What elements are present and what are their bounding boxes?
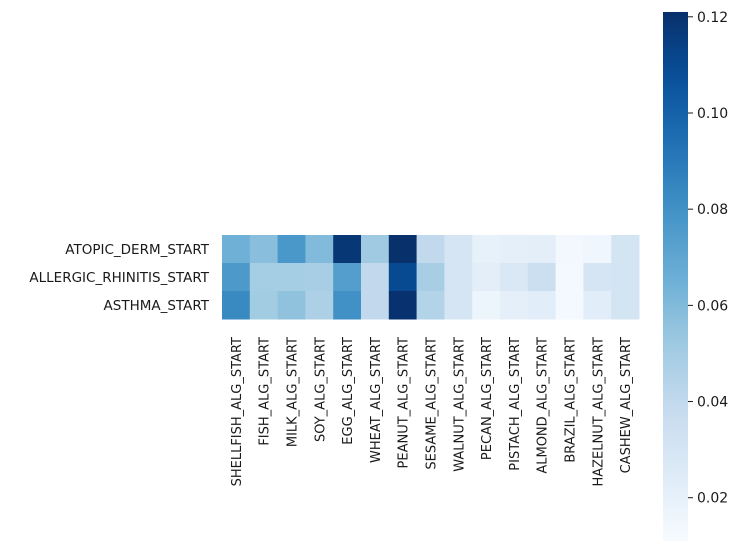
x-tick-label: PEANUT_ALG_START [397, 337, 412, 469]
y-tick-label: ALLERGIC_RHINITIS_START [29, 270, 209, 286]
heatmap-cell [416, 291, 445, 320]
heatmap-cell [249, 235, 279, 264]
heatmap-cell [277, 291, 306, 320]
heatmap-cell [222, 291, 251, 320]
y-tick-label: ATOPIC_DERM_START [65, 242, 209, 258]
heatmap-cell [500, 235, 529, 264]
heatmap-cell [555, 263, 584, 292]
x-axis-labels: SHELLFISH_ALG_START FISH_ALG_START MILK_AL… [230, 337, 634, 487]
x-tick-label: SESAME_ALG_START [425, 337, 440, 470]
heatmap-cell [444, 263, 473, 292]
heatmap-cell [333, 235, 362, 264]
x-tick-label: CASHEW_ALG_START [619, 337, 634, 473]
colorbar-tick-label: 0.12 [697, 10, 728, 26]
colorbar-tick-label: 0.08 [697, 202, 728, 218]
x-tick-label: SOY_ALG_START [313, 337, 328, 442]
heatmap-cell [277, 235, 306, 264]
colorbar-tick-label: 0.06 [697, 298, 728, 314]
heatmap-cell [527, 291, 557, 320]
heatmap-cell [361, 291, 390, 320]
heatmap-cell [472, 263, 501, 292]
x-tick-label: BRAZIL_ALG_START [564, 337, 579, 463]
heatmap-cell [611, 235, 640, 264]
heatmap-cell [444, 291, 473, 320]
heatmap-cell [305, 291, 334, 320]
heatmap-cell [388, 263, 418, 292]
x-tick-label: PISTACH_ALG_START [508, 337, 523, 471]
x-tick-label: PECAN_ALG_START [480, 337, 495, 460]
heatmap-cell [611, 263, 640, 292]
heatmap-cell [416, 235, 445, 264]
heatmap-cell [388, 235, 418, 264]
heatmap-cell [472, 291, 501, 320]
colorbar-tick-label: 0.02 [697, 491, 728, 507]
heatmap-cell [305, 235, 334, 264]
x-tick-label: ALMOND_ALG_START [536, 337, 551, 474]
heatmap-cell [611, 291, 640, 320]
heatmap-cell [527, 263, 557, 292]
heatmap-cell [249, 291, 279, 320]
x-tick-label: EGG_ALG_START [341, 337, 356, 445]
heatmap-cells [222, 235, 640, 320]
colorbar-tick-label: 0.10 [697, 106, 728, 122]
colorbar-tick-label: 0.04 [697, 395, 728, 411]
x-tick-label: WHEAT_ALG_START [369, 337, 384, 463]
heatmap-cell [583, 263, 612, 292]
y-axis-labels: ATOPIC_DERM_START ALLERGIC_RHINITIS_START… [29, 242, 209, 314]
heatmap-cell [444, 235, 473, 264]
heatmap-cell [500, 263, 529, 292]
y-tick-label: ASTHMA_START [104, 298, 210, 314]
heatmap-cell [500, 291, 529, 320]
heatmap-cell [305, 263, 334, 292]
heatmap-cell [222, 263, 251, 292]
heatmap-cell [361, 263, 390, 292]
heatmap-cell [416, 263, 445, 292]
x-tick-label: SHELLFISH_ALG_START [230, 337, 245, 486]
heatmap-cell [583, 235, 612, 264]
x-tick-label: WALNUT_ALG_START [452, 337, 467, 472]
colorbar-ticks: 0.02 0.04 0.06 0.08 0.10 0.12 [688, 10, 728, 507]
heatmap-cell [555, 235, 584, 264]
heatmap-cell [361, 235, 390, 264]
x-tick-label: HAZELNUT_ALG_START [591, 337, 606, 487]
heatmap-cell [472, 235, 501, 264]
heatmap-cell [222, 235, 251, 264]
heatmap-cell [583, 291, 612, 320]
heatmap-cell [527, 235, 557, 264]
heatmap-cell [388, 291, 418, 320]
heatmap-cell [333, 263, 362, 292]
colorbar [663, 12, 688, 541]
x-tick-label: MILK_ALG_START [286, 337, 301, 447]
x-tick-label: FISH_ALG_START [258, 337, 273, 446]
heatmap-cell [555, 291, 584, 320]
heatmap-cell [249, 263, 279, 292]
heatmap-cell [277, 263, 306, 292]
heatmap-cell [333, 291, 362, 320]
